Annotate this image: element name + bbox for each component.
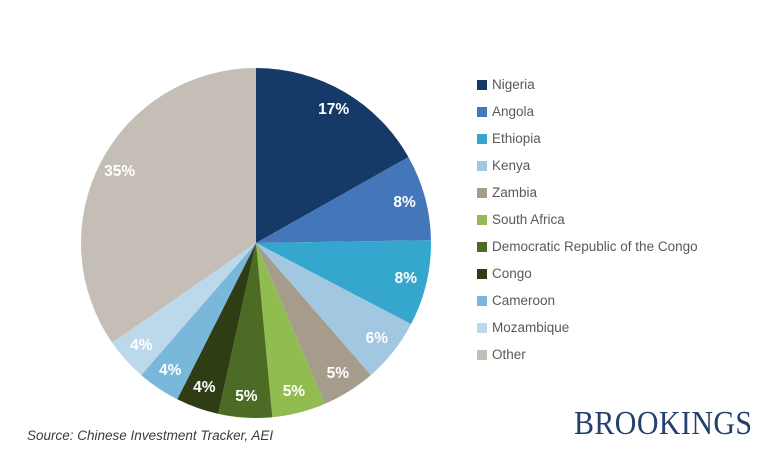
legend-item-south-africa: South Africa <box>477 206 698 233</box>
slice-label-mozambique: 4% <box>130 336 153 354</box>
legend-item-other: Other <box>477 341 698 368</box>
slice-label-democratic-republic-of-the-congo: 5% <box>235 387 258 405</box>
pie-chart: 17% 8% 8% 6% 5% 5% 5% 4% 4% 4% 35% <box>81 68 431 418</box>
legend-swatch-kenya <box>477 160 487 171</box>
legend-swatch-south-africa <box>477 214 487 225</box>
legend-label-mozambique: Mozambique <box>492 320 570 335</box>
legend-item-democratic-republic-of-the-congo: Democratic Republic of the Congo <box>477 233 698 260</box>
legend-swatch-zambia <box>477 187 487 198</box>
legend-swatch-ethiopia <box>477 133 487 144</box>
pie-slice-south-africa <box>256 243 325 418</box>
slice-label-cameroon: 4% <box>158 361 182 379</box>
legend-swatch-cameroon <box>477 295 487 306</box>
pie-slice-congo <box>177 243 256 414</box>
legend-item-cameroon: Cameroon <box>477 287 698 314</box>
legend-item-ethiopia: Ethiopia <box>477 125 698 152</box>
legend-item-kenya: Kenya <box>477 152 698 179</box>
pie-slice-kenya <box>256 243 412 376</box>
pie-slice-zambia <box>256 243 371 404</box>
legend-label-other: Other <box>492 347 526 362</box>
pie-slices <box>81 68 431 418</box>
legend-item-zambia: Zambia <box>477 179 698 206</box>
legend-label-ethiopia: Ethiopia <box>492 131 541 146</box>
pie-slice-mozambique <box>112 243 256 376</box>
legend-label-democratic-republic-of-the-congo: Democratic Republic of the Congo <box>492 239 698 254</box>
slice-label-congo: 4% <box>193 379 216 397</box>
slice-label-angola: 8% <box>393 193 416 211</box>
pie-slice-angola <box>256 157 431 243</box>
legend-label-zambia: Zambia <box>492 185 538 200</box>
legend-item-angola: Angola <box>477 98 698 125</box>
legend-swatch-nigeria <box>477 79 487 90</box>
legend-swatch-democratic-republic-of-the-congo <box>477 241 487 252</box>
legend-label-nigeria: Nigeria <box>492 77 535 92</box>
source-note: Source: Chinese Investment Tracker, AEI <box>27 428 274 443</box>
legend-label-kenya: Kenya <box>492 158 531 173</box>
pie-slice-democratic-republic-of-the-congo <box>218 243 273 418</box>
slice-label-zambia: 5% <box>326 364 349 382</box>
legend-swatch-mozambique <box>477 322 487 333</box>
legend-swatch-other <box>477 349 487 360</box>
legend-item-nigeria: Nigeria <box>477 71 698 98</box>
legend-label-angola: Angola <box>492 104 535 119</box>
legend-item-congo: Congo <box>477 260 698 287</box>
legend-swatch-congo <box>477 268 487 279</box>
slice-label-kenya: 6% <box>365 329 388 347</box>
legend-label-cameroon: Cameroon <box>492 293 556 308</box>
legend-label-south-africa: South Africa <box>492 212 565 227</box>
slice-label-ethiopia: 8% <box>394 269 417 287</box>
legend: Nigeria Angola Ethiopia Kenya Zambia South Af… <box>477 71 698 368</box>
slice-label-nigeria: 17% <box>318 101 350 118</box>
brookings-logo: BROOKINGS <box>574 405 753 442</box>
slice-label-south-africa: 5% <box>282 383 306 401</box>
legend-item-mozambique: Mozambique <box>477 314 698 341</box>
slice-label-other: 35% <box>104 162 136 180</box>
pie-slice-other <box>81 68 256 343</box>
legend-label-congo: Congo <box>492 266 532 281</box>
legend-swatch-angola <box>477 106 487 117</box>
pie-slice-nigeria <box>256 68 409 243</box>
pie-slice-cameroon <box>141 243 256 400</box>
pie-slice-ethiopia <box>256 240 431 325</box>
